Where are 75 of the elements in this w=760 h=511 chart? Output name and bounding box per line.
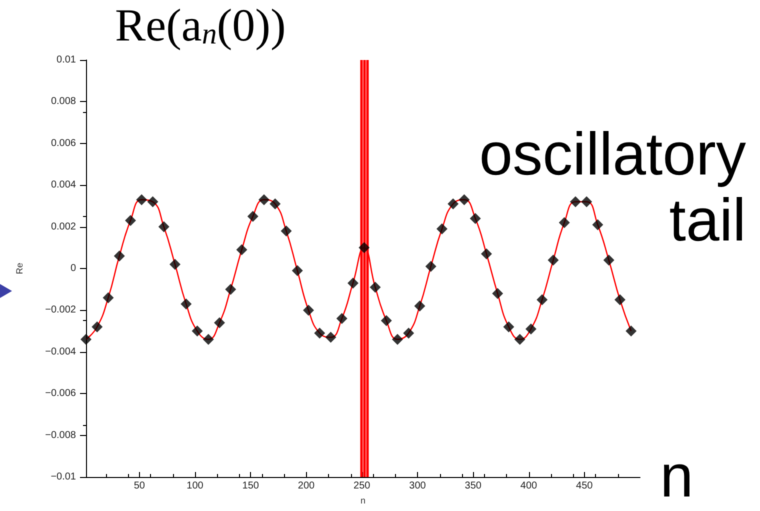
point — [325, 332, 336, 343]
point — [380, 315, 392, 326]
point — [280, 225, 292, 236]
point — [236, 244, 248, 256]
point — [626, 326, 637, 337]
x-axis-title: n — [360, 495, 366, 506]
annotation: oscillatory tail — [479, 120, 746, 254]
point — [80, 334, 92, 345]
y-tick-label: 0.006 — [50, 138, 76, 149]
x-tick-label: 100 — [186, 480, 204, 492]
point — [102, 292, 114, 304]
y-tick-label: −0.002 — [45, 304, 76, 316]
x-tick-label: 450 — [576, 480, 594, 492]
point — [458, 194, 470, 206]
x-tick-label: 250 — [354, 480, 371, 492]
y-tick-label: 0.008 — [50, 96, 76, 108]
point — [436, 223, 448, 234]
y-tick-label: −0.008 — [45, 430, 76, 441]
x-tick-label: 200 — [298, 480, 316, 492]
text: n — [660, 442, 694, 510]
point — [414, 300, 426, 312]
point — [169, 258, 180, 270]
chart-title: Re(an(0)) — [115, 0, 286, 50]
point — [336, 313, 348, 324]
point — [347, 278, 358, 289]
point — [570, 196, 581, 208]
point — [136, 194, 148, 206]
point — [358, 242, 370, 254]
point — [292, 265, 303, 276]
point — [225, 284, 236, 295]
point — [548, 254, 559, 266]
point — [592, 219, 604, 230]
y-tick-label: −0.006 — [45, 388, 76, 400]
point — [503, 321, 514, 332]
y-tick-label: −0.004 — [45, 346, 76, 358]
y-tick-label: −0.01 — [50, 472, 76, 482]
point — [514, 334, 526, 345]
y-tick-label: 0.004 — [50, 180, 76, 191]
point — [603, 254, 614, 266]
x-tick-label: 300 — [409, 480, 426, 492]
point — [525, 323, 536, 334]
point — [192, 326, 203, 337]
point — [581, 196, 592, 208]
point — [403, 328, 414, 339]
point — [158, 221, 170, 232]
point — [492, 288, 504, 300]
point — [270, 198, 281, 210]
point — [147, 196, 158, 208]
y-tick-label: 0.002 — [50, 221, 76, 232]
x-tick-label: 400 — [520, 480, 538, 492]
y-tick-label: 0 — [70, 263, 76, 274]
point — [536, 294, 548, 306]
point — [470, 212, 481, 224]
point — [558, 217, 570, 228]
point — [92, 321, 103, 332]
x-tick-label: 150 — [242, 480, 260, 492]
point — [114, 250, 125, 262]
point — [392, 334, 403, 345]
y-axis-title: Re — [14, 262, 24, 274]
x-tick-label: 350 — [464, 480, 482, 492]
point — [480, 248, 492, 260]
point — [314, 328, 326, 339]
point — [614, 294, 626, 306]
point — [258, 194, 270, 206]
point — [370, 282, 381, 293]
point — [202, 334, 214, 345]
point — [214, 317, 225, 328]
point — [302, 304, 314, 316]
point — [448, 198, 459, 210]
point — [247, 210, 258, 222]
point — [180, 298, 192, 310]
point — [125, 215, 136, 226]
y-tick-label: 0.01 — [56, 54, 76, 66]
x-tick-label: 50 — [134, 480, 146, 492]
point — [425, 260, 436, 272]
